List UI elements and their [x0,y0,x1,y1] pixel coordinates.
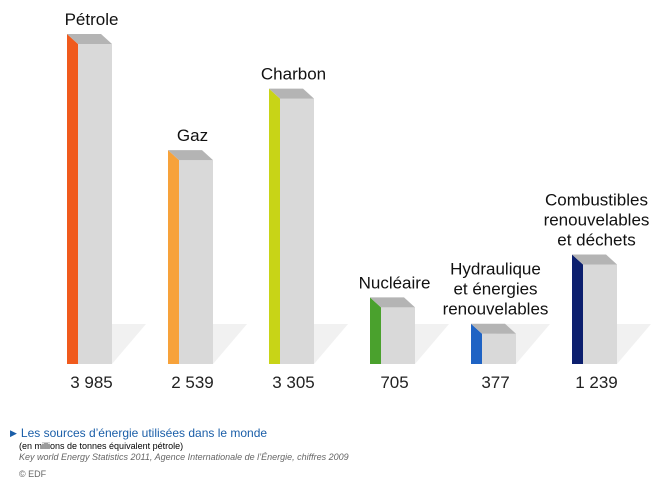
bar-side-face [280,98,314,364]
category-label: Combustibles renouvelables et déchets [544,191,650,250]
bar-shadows [67,324,651,364]
category-label: Gaz [177,126,208,145]
value-label: 705 [380,373,408,392]
bar[interactable] [370,297,415,364]
caption-source: Key world Energy Statistics 2011, Agence… [19,452,349,462]
caption-unit: (en millions de tonnes équivalent pétrol… [19,441,184,451]
value-label: 3 305 [272,373,315,392]
value-labels: 3 985 2 539 3 305 705 377 1 239 [70,373,618,392]
caption-title-row: ▶ Les sources d’énergie utilisées dans l… [10,426,650,440]
bar-front-face [572,254,583,364]
bar-side-face [78,44,112,364]
value-label: 377 [481,373,509,392]
bar-top-face [168,150,213,161]
bar-side-face [179,160,213,364]
value-label: 2 539 [171,373,214,392]
bar-top-face [269,88,314,99]
bar-front-face [471,323,482,364]
bar[interactable] [168,150,213,364]
bar[interactable] [269,88,314,364]
category-labels: Pétrole Gaz Charbon Nucléaire Hydraulique et … [65,10,650,319]
category-label: Pétrole [65,10,119,29]
category-label: Charbon [261,65,326,84]
bar[interactable] [572,254,617,364]
category-label: Hydraulique et énergies renouvelables [443,260,549,319]
caption-title[interactable]: Les sources d’énergie utilisées dans le … [20,426,268,440]
bar-top-face [67,34,112,44]
bar[interactable] [471,323,516,364]
chart-caption: ▶ Les sources d’énergie utilisées dans l… [10,426,650,479]
caption-copyright: © EDF [19,469,47,479]
value-label: 3 985 [70,373,113,392]
bar-chart: Pétrole Gaz Charbon Nucléaire Hydraulique et … [65,10,651,392]
bar-top-face [370,297,415,308]
bar-front-face [168,150,179,364]
bar-top-face [471,323,516,334]
bar-top-face [572,254,617,265]
caret-right-icon: ▶ [10,427,17,438]
bar[interactable] [67,34,112,364]
bar-side-face [482,333,516,364]
bars [67,34,617,364]
category-label: Nucléaire [359,273,431,292]
value-label: 1 239 [575,373,618,392]
bar-side-face [381,307,415,364]
bar-side-face [583,264,617,364]
bar-front-face [67,34,78,364]
bar-front-face [370,297,381,364]
bar-front-face [269,88,280,364]
